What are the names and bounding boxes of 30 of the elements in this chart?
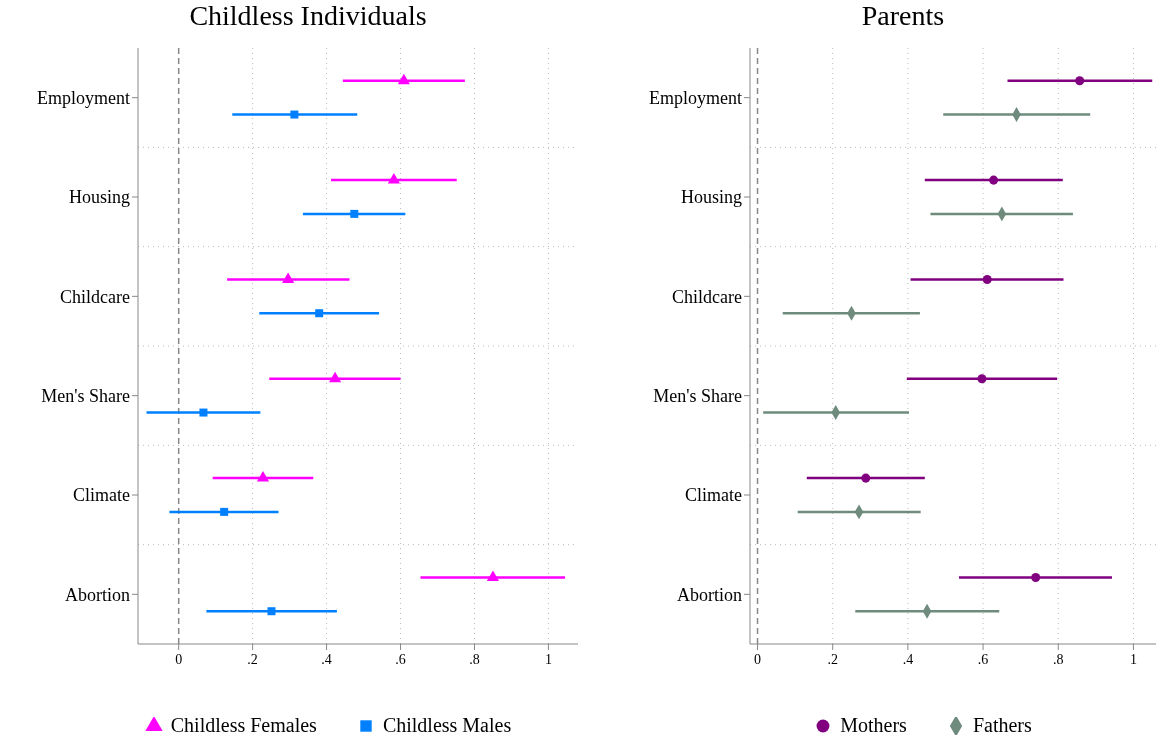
x-tick-label: .8 [1053, 652, 1064, 667]
legend-label: Fathers [972, 714, 1032, 737]
y-tick-label: Abortion [65, 584, 130, 605]
x-tick-label: .4 [902, 652, 914, 667]
y-tick-label: Childcare [672, 286, 742, 307]
x-tick-label: 1 [1129, 652, 1137, 667]
x-tick-label: .2 [247, 652, 258, 667]
legend-label: Childless Females [170, 714, 317, 737]
x-tick-label: .6 [395, 652, 406, 667]
legend-label: Childless Males [382, 714, 512, 737]
y-tick-label: Housing [68, 187, 130, 208]
y-tick-label: Housing [680, 187, 742, 208]
y-tick-label: Employment [37, 88, 130, 109]
y-tick-label: Men's Share [653, 386, 742, 407]
x-tick-label: 0 [754, 652, 762, 667]
x-tick-label: 1 [544, 652, 552, 667]
y-tick-label: Childcare [60, 286, 130, 307]
x-tick-label: .8 [469, 652, 480, 667]
chart-title: Childless Individuals [188, 0, 428, 33]
x-tick-label: 0 [175, 652, 183, 667]
legend-label: Mothers [840, 714, 907, 737]
y-tick-label: Climate [73, 485, 130, 506]
x-tick-label: .4 [321, 652, 332, 667]
y-tick-label: Employment [649, 88, 742, 109]
x-tick-label: .6 [977, 652, 989, 667]
y-tick-label: Abortion [677, 584, 742, 605]
chart-title: Parents [860, 0, 946, 33]
x-tick-label: .2 [827, 652, 838, 667]
y-tick-label: Climate [685, 485, 742, 506]
y-tick-label: Men's Share [41, 386, 130, 407]
